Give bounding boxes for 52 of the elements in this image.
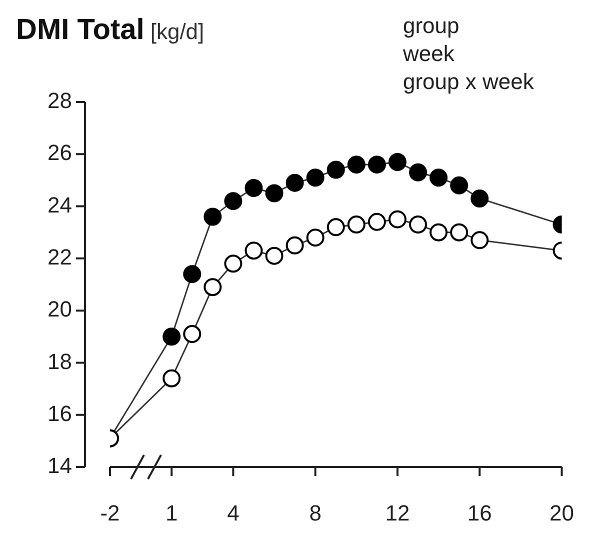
point (204, 278, 222, 296)
point (470, 231, 489, 250)
point (224, 192, 242, 210)
y-tick-label: 28 (48, 88, 72, 114)
point (470, 189, 489, 208)
x-tick-label: 8 (309, 500, 322, 526)
point (368, 156, 386, 174)
point (388, 152, 406, 171)
x-tick-label: 16 (467, 500, 492, 526)
point (306, 168, 324, 187)
text: week (403, 40, 456, 68)
y-tick-label: 24 (48, 192, 72, 218)
y-tick-label: 18 (48, 348, 72, 374)
point (347, 216, 366, 234)
x-tick-label: 1 (165, 500, 178, 526)
point (244, 179, 263, 198)
x-tick-label: 20 (550, 500, 574, 526)
point (204, 208, 222, 226)
point (162, 328, 181, 346)
point (388, 210, 406, 228)
point (162, 369, 181, 388)
point (286, 174, 304, 192)
point (347, 156, 366, 174)
point (183, 265, 202, 284)
text: group x week (403, 68, 534, 96)
x-tick-label: 12 (385, 500, 410, 526)
point (265, 184, 284, 202)
y-tick-label: 20 (48, 296, 72, 322)
point (409, 163, 428, 182)
point (430, 223, 448, 242)
point (326, 160, 345, 179)
y-axis-title: [kg/d] (150, 19, 204, 44)
point (326, 218, 345, 236)
point (286, 236, 304, 254)
y-tick-label: 22 (48, 244, 72, 270)
y-tick-label: 14 (48, 453, 72, 478)
point (183, 325, 202, 344)
point (450, 176, 468, 194)
x-tick-label: 4 (227, 500, 240, 526)
y-tick-label: 16 (48, 400, 72, 426)
point (306, 228, 324, 247)
point (368, 212, 386, 231)
point (224, 254, 242, 273)
text: group (403, 12, 460, 40)
point (450, 223, 468, 242)
y-tick-label: 26 (48, 140, 72, 166)
point (265, 246, 284, 265)
point (244, 242, 263, 260)
point (430, 168, 448, 187)
chart-title: DMI Total (16, 14, 144, 46)
point (409, 216, 428, 234)
x-tick-label: -2 (100, 500, 120, 526)
